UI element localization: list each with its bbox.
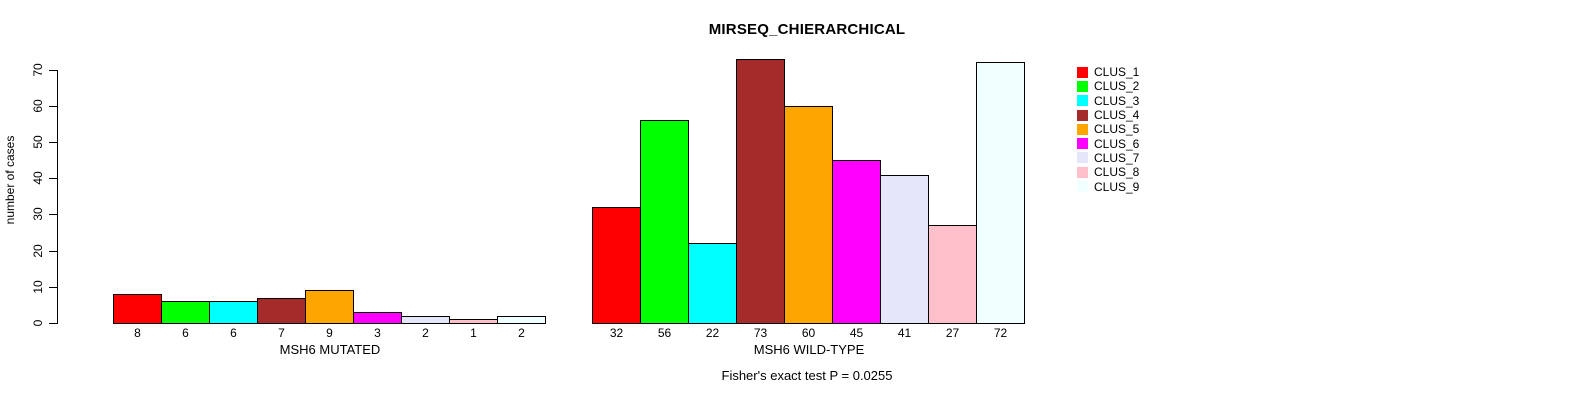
legend: CLUS_1 CLUS_2 CLUS_3 CLUS_4 CLUS_5 CLUS_6 CLUS… [1077, 65, 1139, 194]
y-tick [49, 106, 57, 107]
y-tick [49, 287, 57, 288]
y-tick [49, 70, 57, 71]
y-tick-label: 10 [31, 280, 45, 294]
legend-item-clus_2: CLUS_2 [1077, 79, 1139, 93]
legend-item-clus_7: CLUS_7 [1077, 151, 1139, 165]
bar-value-label: 32 [609, 326, 624, 340]
legend-item-clus_4: CLUS_4 [1077, 108, 1139, 122]
bar-value-label: 27 [945, 326, 960, 340]
legend-swatch [1077, 66, 1088, 78]
y-tick-label: 30 [31, 207, 45, 221]
group-label-msh6-wild-type: MSH6 WILD-TYPE [753, 342, 865, 357]
y-tick [49, 251, 57, 252]
bar-value-label: 7 [278, 326, 285, 340]
y-axis-label: number of cases [3, 135, 17, 225]
y-tick [49, 323, 57, 324]
y-tick [49, 214, 57, 215]
bar-value-label: 60 [801, 326, 816, 340]
bar-clus_1-group1 [592, 207, 641, 324]
legend-label: CLUS_9 [1094, 179, 1140, 194]
bar-value-label: 6 [182, 326, 189, 340]
y-tick-label: 40 [31, 171, 45, 185]
group-label-msh6-mutated: MSH6 MUTATED [279, 342, 381, 357]
legend-item-clus_6: CLUS_6 [1077, 136, 1140, 151]
bar-value-label: 73 [753, 326, 768, 340]
bar-value-label: 56 [657, 326, 672, 340]
legend-item-clus_3: CLUS_3 [1077, 94, 1139, 108]
legend-swatch [1077, 80, 1088, 92]
legend-label: CLUS_7 [1094, 150, 1140, 165]
legend-label: CLUS_1 [1094, 65, 1140, 80]
y-tick-label: 0 [31, 319, 45, 327]
chart-title: MIRSEQ_CHIERARCHICAL [708, 21, 906, 38]
bar-value-label: 6 [230, 326, 237, 340]
bar-value-label: 1 [470, 326, 477, 340]
bar-value-label: 8 [134, 326, 141, 340]
bar-clus_8-group0 [449, 319, 498, 324]
legend-swatch [1077, 138, 1088, 150]
legend-label: CLUS_4 [1094, 108, 1140, 123]
bar-value-label: 2 [422, 326, 429, 340]
bar-clus_6-group1 [832, 160, 881, 324]
bar-value-label: 45 [849, 326, 864, 340]
y-axis-line [57, 70, 58, 324]
bar-clus_1-group0 [113, 294, 162, 324]
annotation-text: Fisher's exact test P = 0.0255 [721, 368, 893, 383]
bar-clus_5-group1 [784, 106, 833, 324]
bar-clus_2-group0 [161, 301, 210, 324]
legend-label: CLUS_2 [1094, 79, 1140, 94]
bar-value-label: 72 [993, 326, 1008, 340]
y-tick [49, 178, 57, 179]
y-tick-label: 70 [31, 63, 45, 77]
bar-clus_9-group1 [976, 62, 1025, 324]
legend-label: CLUS_5 [1094, 122, 1140, 137]
y-tick-label: 50 [31, 135, 45, 149]
legend-swatch [1077, 181, 1088, 193]
bar-clus_7-group1 [880, 175, 929, 324]
y-tick-label: 20 [31, 244, 45, 258]
legend-label: CLUS_6 [1094, 136, 1140, 151]
legend-label: CLUS_8 [1094, 165, 1140, 180]
bar-clus_5-group0 [305, 290, 354, 324]
bar-clus_4-group0 [257, 298, 306, 324]
legend-item-clus_8: CLUS_8 [1077, 165, 1139, 179]
bar-clus_3-group0 [209, 301, 258, 324]
legend-swatch [1077, 166, 1088, 178]
bar-value-label: 41 [897, 326, 912, 340]
legend-swatch [1077, 123, 1088, 135]
bar-value-label: 3 [374, 326, 381, 340]
bar-value-label: 9 [326, 326, 333, 340]
legend-item-clus_9: CLUS_9 [1077, 179, 1140, 194]
y-tick [49, 142, 57, 143]
legend-swatch [1077, 109, 1088, 121]
legend-label: CLUS_3 [1094, 93, 1140, 108]
legend-swatch [1077, 95, 1088, 107]
bar-clus_4-group1 [736, 59, 785, 324]
legend-swatch [1077, 152, 1088, 164]
bar-clus_9-group0 [497, 316, 546, 324]
legend-item-clus_1: CLUS_1 [1077, 65, 1139, 79]
bar-clus_6-group0 [353, 312, 402, 324]
bar-value-label: 22 [705, 326, 720, 340]
bar-clus_2-group1 [640, 120, 689, 324]
bar-clus_3-group1 [688, 243, 737, 324]
bar-value-label: 2 [518, 326, 525, 340]
bar-clus_8-group1 [928, 225, 977, 324]
legend-item-clus_5: CLUS_5 [1077, 122, 1139, 136]
y-tick-label: 60 [31, 99, 45, 113]
bar-clus_7-group0 [401, 316, 450, 324]
